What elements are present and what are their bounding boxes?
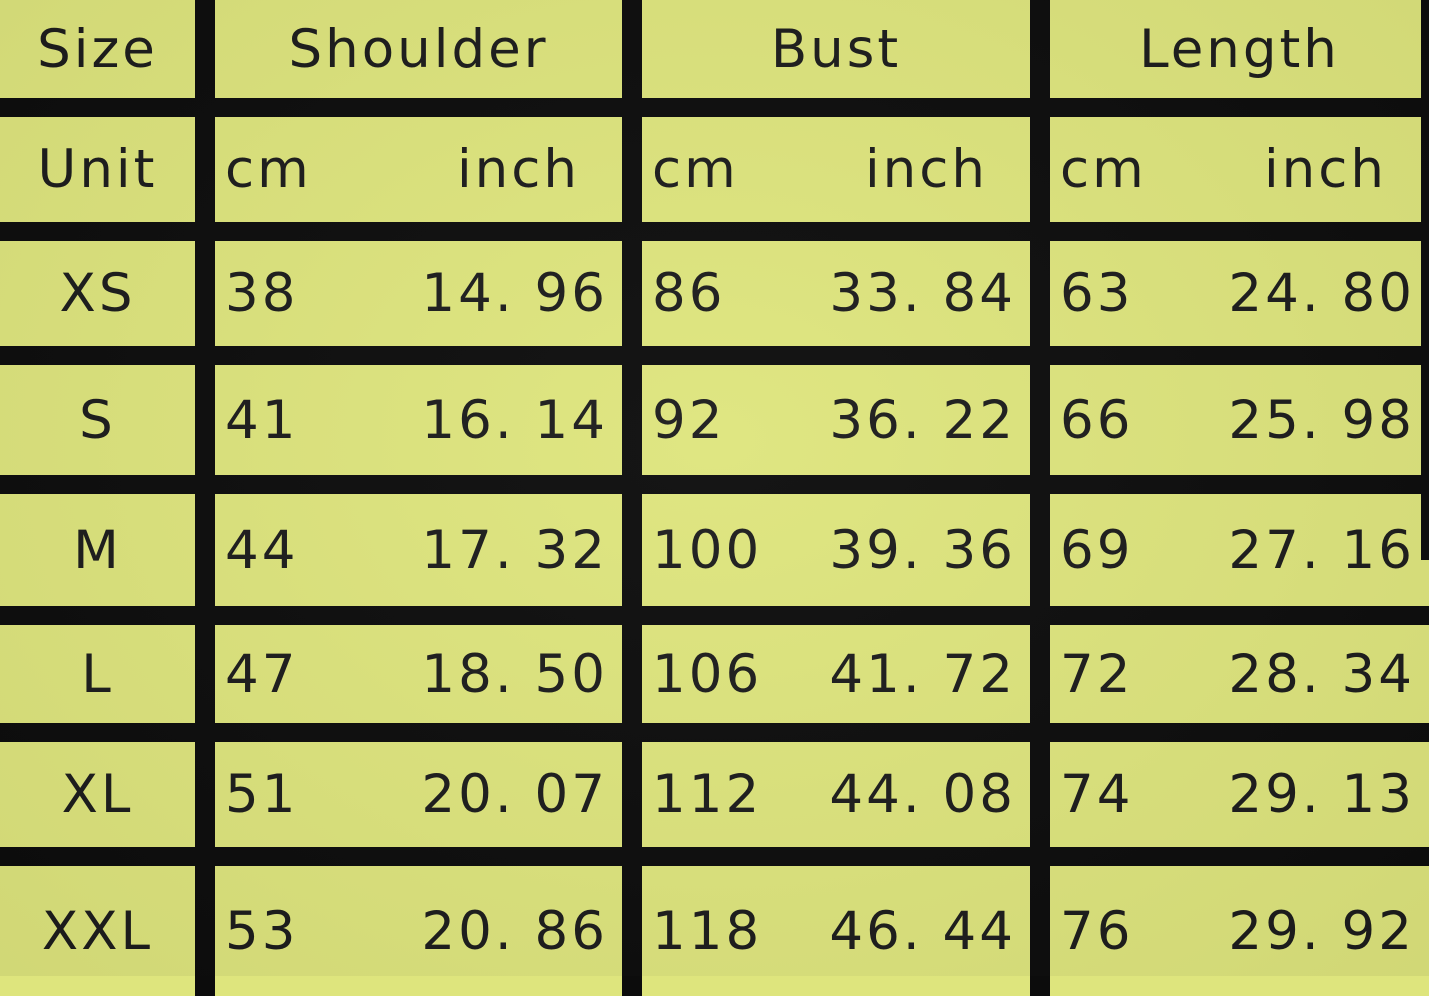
length-cell: 72 28. 34 [1050,625,1429,723]
inch-value: 29. 92 [1228,900,1415,962]
unit-cell-length: cm inch [1050,117,1429,222]
bust-cell: 86 33. 84 [642,241,1030,346]
inch-value: 44. 08 [829,764,1016,825]
cm-value: 74 [1060,764,1134,825]
header-bust: Bust [642,0,1030,98]
size-label: XL [0,742,195,847]
inch-value: 20. 86 [421,900,608,962]
inch-value: 28. 34 [1228,643,1415,705]
inch-value: 46. 44 [829,900,1016,962]
shoulder-cell: 47 18. 50 [215,625,622,723]
cm-value: 38 [225,263,299,324]
inch-value: 29. 13 [1228,764,1415,825]
inch-value: 24. 80 [1228,263,1415,324]
inch-value: 16. 14 [421,389,608,451]
unit-cell-shoulder: cm inch [215,117,622,222]
size-label: L [0,625,195,723]
cm-value: 100 [652,519,763,581]
header-size: Size [0,0,195,98]
length-cell: 69 27. 16 [1050,494,1429,606]
unit-cm-label: cm [1060,139,1147,200]
inch-value: 33. 84 [829,263,1016,324]
size-label: M [0,494,195,606]
cm-value: 66 [1060,389,1134,451]
shoulder-cell: 41 16. 14 [215,365,622,475]
inch-value: 20. 07 [421,764,608,825]
size-label: XXL [0,866,195,996]
unit-inch-label: inch [1263,139,1387,200]
header-shoulder: Shoulder [215,0,622,98]
cm-value: 86 [652,263,726,324]
unit-cm-label: cm [652,139,739,200]
cm-value: 112 [652,764,763,825]
cm-value: 51 [225,764,299,825]
right-edge-border [1421,0,1429,560]
bust-cell: 106 41. 72 [642,625,1030,723]
length-cell: 74 29. 13 [1050,742,1429,847]
inch-value: 14. 96 [421,263,608,324]
cm-value: 41 [225,389,299,451]
unit-inch-label: inch [456,139,580,200]
inch-value: 36. 22 [829,389,1016,451]
inch-value: 17. 32 [421,519,608,581]
cm-value: 63 [1060,263,1134,324]
inch-value: 25. 98 [1228,389,1415,451]
shoulder-cell: 51 20. 07 [215,742,622,847]
cm-value: 72 [1060,643,1134,705]
cm-value: 44 [225,519,299,581]
length-cell: 66 25. 98 [1050,365,1429,475]
inch-value: 18. 50 [421,643,608,705]
cm-value: 106 [652,643,763,705]
unit-cell-bust: cm inch [642,117,1030,222]
shoulder-cell: 44 17. 32 [215,494,622,606]
cm-value: 92 [652,389,726,451]
cm-value: 76 [1060,900,1134,962]
size-label: S [0,365,195,475]
bust-cell: 112 44. 08 [642,742,1030,847]
length-cell: 63 24. 80 [1050,241,1429,346]
inch-value: 39. 36 [829,519,1016,581]
unit-inch-label: inch [864,139,988,200]
cm-value: 53 [225,900,299,962]
cm-value: 47 [225,643,299,705]
bust-cell: 100 39. 36 [642,494,1030,606]
header-length: Length [1050,0,1429,98]
unit-cm-label: cm [225,139,312,200]
bust-cell: 118 46. 44 [642,866,1030,996]
inch-value: 27. 16 [1228,519,1415,581]
inch-value: 41. 72 [829,643,1016,705]
shoulder-cell: 38 14. 96 [215,241,622,346]
bust-cell: 92 36. 22 [642,365,1030,475]
unit-row-label: Unit [0,117,195,222]
size-label: XS [0,241,195,346]
cm-value: 118 [652,900,763,962]
length-cell: 76 29. 92 [1050,866,1429,996]
shoulder-cell: 53 20. 86 [215,866,622,996]
cm-value: 69 [1060,519,1134,581]
